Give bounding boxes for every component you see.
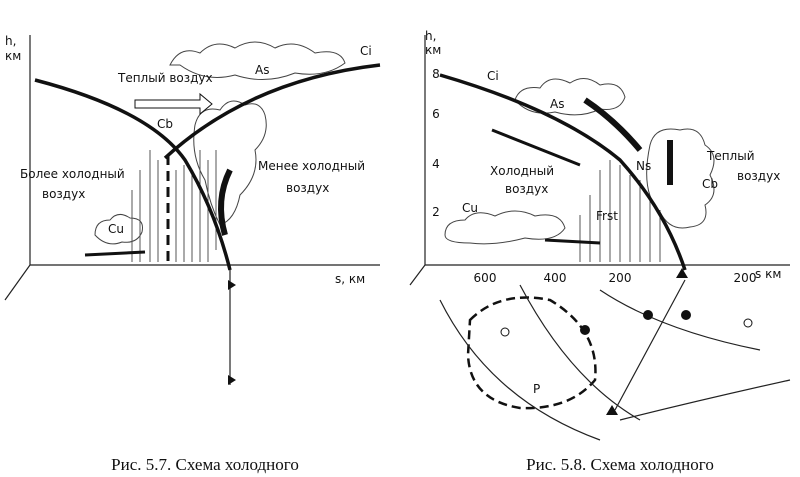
cold-air-arrow [84,250,146,257]
label: Cb [702,177,718,191]
label: Cb [157,117,173,131]
axis-label: s км [755,267,781,281]
cloud-cb [193,100,267,226]
label: Ns [636,159,651,173]
front-symbols [228,280,236,385]
label: воздух [286,181,329,195]
axes [4,35,380,301]
cold-air-arrow [544,238,601,245]
updraft-arrow [583,97,643,152]
label: As [255,63,269,77]
label: Ci [360,44,372,58]
caption: Рис. 5.7. Схема холодного [111,455,299,474]
tick-label: 8 [432,67,440,81]
station-marks [500,318,753,337]
label: Cu [462,201,478,215]
label: Менее холодный [258,159,365,173]
axis-label: s, км [335,272,365,286]
caption: Рис. 5.8. Схема холодного [526,455,714,474]
tick-label: 600 [474,271,497,285]
precipitation [579,160,661,262]
label: воздух [505,182,548,196]
axes [409,35,790,286]
cloud-cu [444,210,566,245]
isolines [439,279,791,441]
station-marks [580,310,691,335]
warm-front-upper [163,63,381,160]
tick-label: 4 [432,157,440,171]
label: Frst [596,209,618,223]
updraft-arrow [218,168,233,236]
figure-left: h, км s, км Теплый воздух As Ci Cb Cu Бо… [4,34,381,474]
front-surface [34,78,232,271]
tick-label: 200 [734,271,757,285]
axis-label: h, [5,34,16,48]
cloud-as [514,78,626,116]
pressure-area [466,296,597,410]
label: P [533,382,540,396]
tick-label: 2 [432,205,440,219]
label: As [550,97,564,111]
label: Cu [108,222,124,236]
precipitation [131,150,217,262]
tick-label: 200 [609,271,632,285]
tick-label: 6 [432,107,440,121]
label: воздух [737,169,780,183]
label: воздух [42,187,85,201]
front-surface [439,73,687,271]
label: Холодный [490,164,554,178]
tick-label: 400 [544,271,567,285]
axis-label: км [425,43,441,57]
warm-air-arrow [134,92,213,116]
label: Теплый воздух [117,71,213,85]
front-symbols [606,268,688,415]
label: Теплый [706,149,755,163]
label: Ci [487,69,499,83]
cold-air-arrow [491,128,581,167]
label: Более холодный [20,167,125,181]
axis-label: км [5,49,21,63]
cloud-as [169,41,346,80]
axis-label: h, [425,29,436,43]
